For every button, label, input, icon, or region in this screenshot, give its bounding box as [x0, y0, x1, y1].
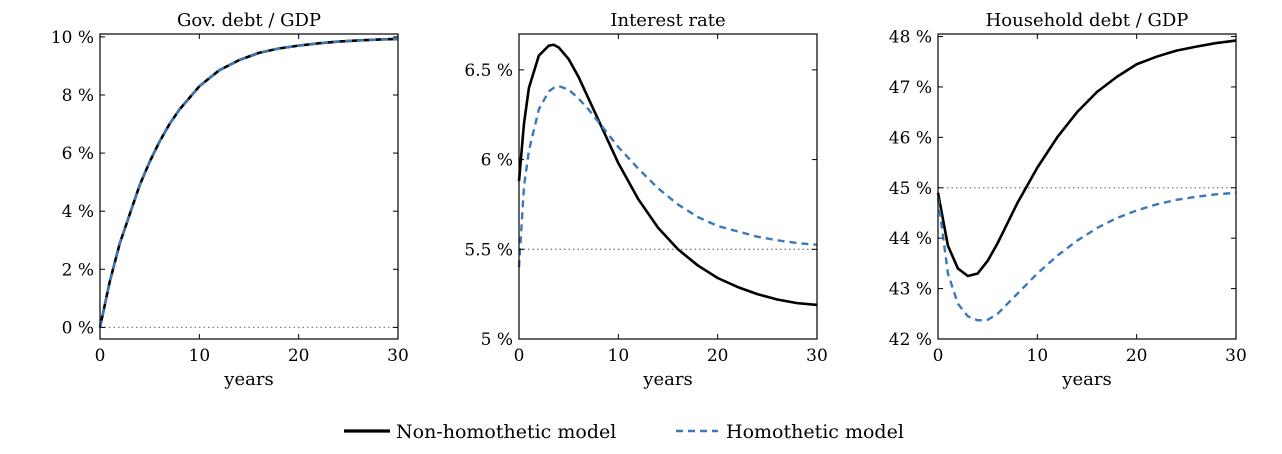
y-tick-label-household-debt: 46 % — [889, 128, 932, 148]
x-axis-label-household-debt: years — [1061, 369, 1111, 390]
legend: Non-homothetic model Homothetic model — [344, 421, 904, 443]
series-line-homothetic-gov-debt — [98, 37, 399, 328]
y-tick-label-household-debt: 47 % — [889, 78, 932, 98]
series-line-non-homothetic-interest-rate — [517, 43, 818, 307]
x-axis-label-interest-rate: years — [642, 369, 692, 390]
x-tick-label-gov-debt: 0 — [95, 346, 106, 366]
x-tick-label-interest-rate: 30 — [806, 346, 828, 366]
y-tick-label-gov-debt: 6 % — [62, 144, 94, 164]
x-tick-label-household-debt: 30 — [1225, 346, 1247, 366]
x-tick-label-gov-debt: 20 — [288, 346, 310, 366]
y-tick-label-household-debt: 44 % — [889, 229, 932, 249]
y-tick-label-interest-rate: 5 % — [481, 330, 513, 350]
x-tick-label-gov-debt: 30 — [387, 346, 409, 366]
panel-interest-rate: Interest rate 0 10 20 30 5 % 5.5 % 6 % 6.5 % year… — [464, 10, 827, 390]
legend-label-non-homothetic: Non-homothetic model — [396, 421, 616, 443]
y-tick-label-household-debt: 45 % — [889, 179, 932, 199]
chart-title-interest-rate: Interest rate — [610, 10, 725, 31]
series-line-non-homothetic-household-debt — [936, 39, 1237, 278]
x-tick-label-interest-rate: 10 — [608, 346, 630, 366]
plot-frame-household-debt — [937, 33, 1237, 340]
x-tick-label-gov-debt: 10 — [189, 346, 211, 366]
x-tick-label-household-debt: 0 — [933, 346, 944, 366]
panel-gov-debt: Gov. debt / GDP 0 10 20 30 0 % 2 % 4 % 6 % 8 % 10 … — [51, 10, 409, 390]
panel-household-debt: Household debt / GDP 0 10 20 30 42 % 43 % 44 % 4… — [889, 10, 1247, 390]
y-tick-label-interest-rate: 6.5 % — [464, 61, 513, 81]
series-line-homothetic-household-debt — [936, 191, 1237, 322]
y-tick-label-gov-debt: 2 % — [62, 260, 94, 280]
y-tick-label-gov-debt: 4 % — [62, 202, 94, 222]
panels: Gov. debt / GDP 0 10 20 30 0 % 2 % 4 % 6 % 8 % 10 … — [51, 10, 1247, 390]
y-tick-label-interest-rate: 5.5 % — [464, 240, 513, 260]
y-tick-label-interest-rate: 6 % — [481, 151, 513, 171]
series-line-non-homothetic-gov-debt — [98, 37, 399, 328]
plot-frame-gov-debt — [99, 33, 399, 340]
y-tick-label-household-debt: 48 % — [889, 28, 932, 48]
x-axis-label-gov-debt: years — [223, 369, 273, 390]
plot-frame-interest-rate — [518, 33, 818, 340]
y-tick-label-gov-debt: 10 % — [51, 28, 94, 48]
y-tick-label-gov-debt: 8 % — [62, 86, 94, 106]
x-tick-label-interest-rate: 20 — [707, 346, 729, 366]
chart-title-gov-debt: Gov. debt / GDP — [177, 10, 321, 31]
series-line-homothetic-interest-rate — [517, 84, 818, 268]
y-tick-label-household-debt: 42 % — [889, 330, 932, 350]
x-tick-label-household-debt: 20 — [1126, 346, 1148, 366]
legend-label-homothetic: Homothetic model — [726, 421, 904, 443]
x-tick-label-household-debt: 10 — [1027, 346, 1049, 366]
y-tick-label-household-debt: 43 % — [889, 280, 932, 300]
chart-title-household-debt: Household debt / GDP — [986, 10, 1189, 31]
y-tick-label-gov-debt: 0 % — [62, 318, 94, 338]
x-tick-label-interest-rate: 0 — [514, 346, 525, 366]
